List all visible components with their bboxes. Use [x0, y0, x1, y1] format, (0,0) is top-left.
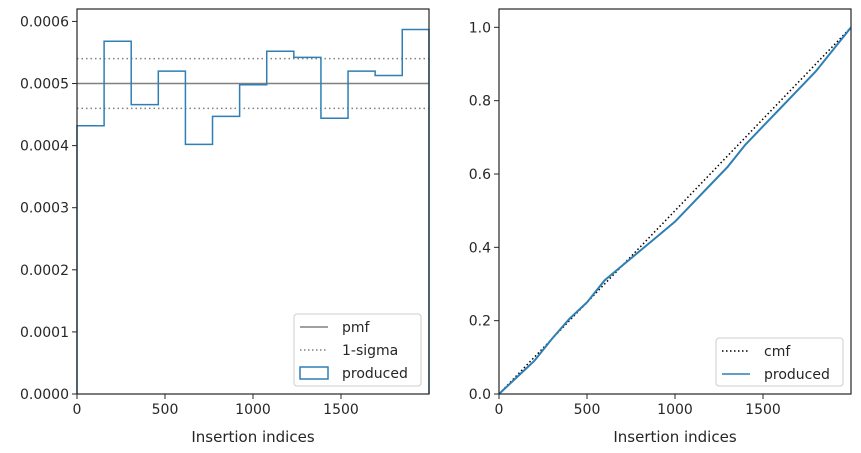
left-x-axis-label: Insertion indices	[191, 428, 314, 446]
left-y-tick-label: 0.0001	[20, 325, 69, 341]
left-panel-pmf: 0 500 1000 1500 0.0000 0.0001 0.0002 0.0003 0.00…	[20, 8, 430, 446]
right-x-axis-label: Insertion indices	[613, 428, 736, 446]
left-y-tick-label: 0.0002	[20, 263, 69, 279]
right-legend-cmf-label: cmf	[764, 344, 791, 360]
right-x-tick-label: 500	[574, 402, 601, 418]
right-y-tick-label: 0.6	[469, 167, 491, 183]
left-legend: pmf 1-sigma produced	[293, 313, 422, 387]
left-x-tick-label: 1500	[323, 402, 359, 418]
left-x-tick-label: 500	[152, 402, 179, 418]
right-x-tick-label: 1000	[657, 402, 693, 418]
left-legend-produced-swatch	[299, 366, 329, 380]
left-y-tick-label: 0.0000	[20, 387, 69, 403]
left-legend-pmf-label: pmf	[342, 320, 371, 336]
right-x-tick-label: 0	[495, 402, 504, 418]
right-axes-frame	[498, 8, 852, 395]
right-y-tick-label: 0.4	[469, 240, 491, 256]
left-y-tick-label: 0.0005	[20, 77, 69, 93]
right-y-tick-label: 0.0	[469, 387, 491, 403]
right-legend: cmf produced	[715, 337, 844, 387]
right-legend-produced-label: produced	[764, 367, 830, 383]
left-legend-1-sigma-label: 1-sigma	[342, 343, 398, 359]
left-y-tick-label: 0.0003	[20, 201, 69, 217]
right-series-produced-line	[498, 26, 852, 395]
left-legend-box	[293, 313, 422, 387]
left-x-tick-label: 0	[73, 402, 82, 418]
left-y-tick-label: 0.0004	[20, 139, 69, 155]
left-x-tick-label: 1000	[235, 402, 271, 418]
left-series-produced-step	[76, 28, 430, 394]
right-panel-cmf: 0 500 1000 1500 0.0 0.2 0.4 0.6 0.8 1.0 Insertion …	[469, 8, 852, 446]
left-legend-produced-label: produced	[342, 366, 408, 382]
right-y-tick-label: 1.0	[469, 20, 491, 36]
left-y-tick-label: 0.0006	[20, 14, 69, 30]
right-y-tick-label: 0.2	[469, 314, 491, 330]
right-y-tick-label: 0.8	[469, 94, 491, 110]
right-x-tick-label: 1500	[745, 402, 781, 418]
